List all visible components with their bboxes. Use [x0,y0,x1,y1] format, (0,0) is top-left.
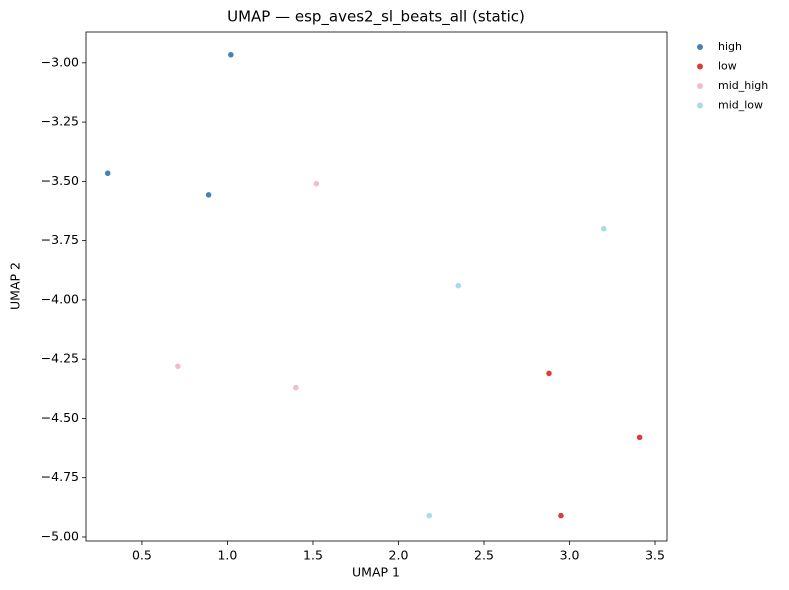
point [455,282,462,289]
y-tick-label: −3.50 [41,173,79,188]
y-tick-label: −3.25 [41,114,79,129]
chart-title: UMAP — esp_aves2_sl_beats_all (static) [227,8,525,27]
y-axis-label: UMAP 2 [8,262,23,310]
x-tick-label: 2.5 [474,548,494,563]
y-tick-label: −4.75 [41,469,79,484]
point [313,180,320,187]
x-tick-label: 3.0 [560,548,580,563]
x-tick-label: 1.5 [303,548,323,563]
x-tick-label: 0.5 [132,548,152,563]
plot-frame [85,31,668,542]
legend-marker [697,102,703,109]
point [545,370,553,377]
legend-label: mid_high [718,79,768,92]
point [104,170,111,177]
y-tick-label: −3.00 [41,54,79,69]
point [205,191,212,199]
point [227,51,235,59]
point [600,225,607,233]
x-tick-label: 1.0 [217,548,237,563]
x-axis-label: UMAP 1 [352,565,400,580]
y-tick-label: −4.50 [41,410,79,425]
legend-label: high [718,40,742,53]
legend-label: mid_low [718,99,763,112]
point [292,384,300,391]
legend-marker [697,63,703,70]
y-tick-label: −4.25 [41,351,79,366]
legend-label: low [718,60,737,73]
y-tick-label: −4.00 [41,291,79,306]
point [636,434,643,441]
legend-marker [697,44,703,50]
y-tick-label: −5.00 [41,528,79,543]
x-tick-label: 2.0 [389,548,409,563]
legend-marker [697,83,703,89]
y-tick-label: −3.75 [41,232,79,247]
x-tick-label: 3.5 [645,548,665,563]
point [426,512,433,519]
point [557,512,565,519]
point [174,363,182,370]
